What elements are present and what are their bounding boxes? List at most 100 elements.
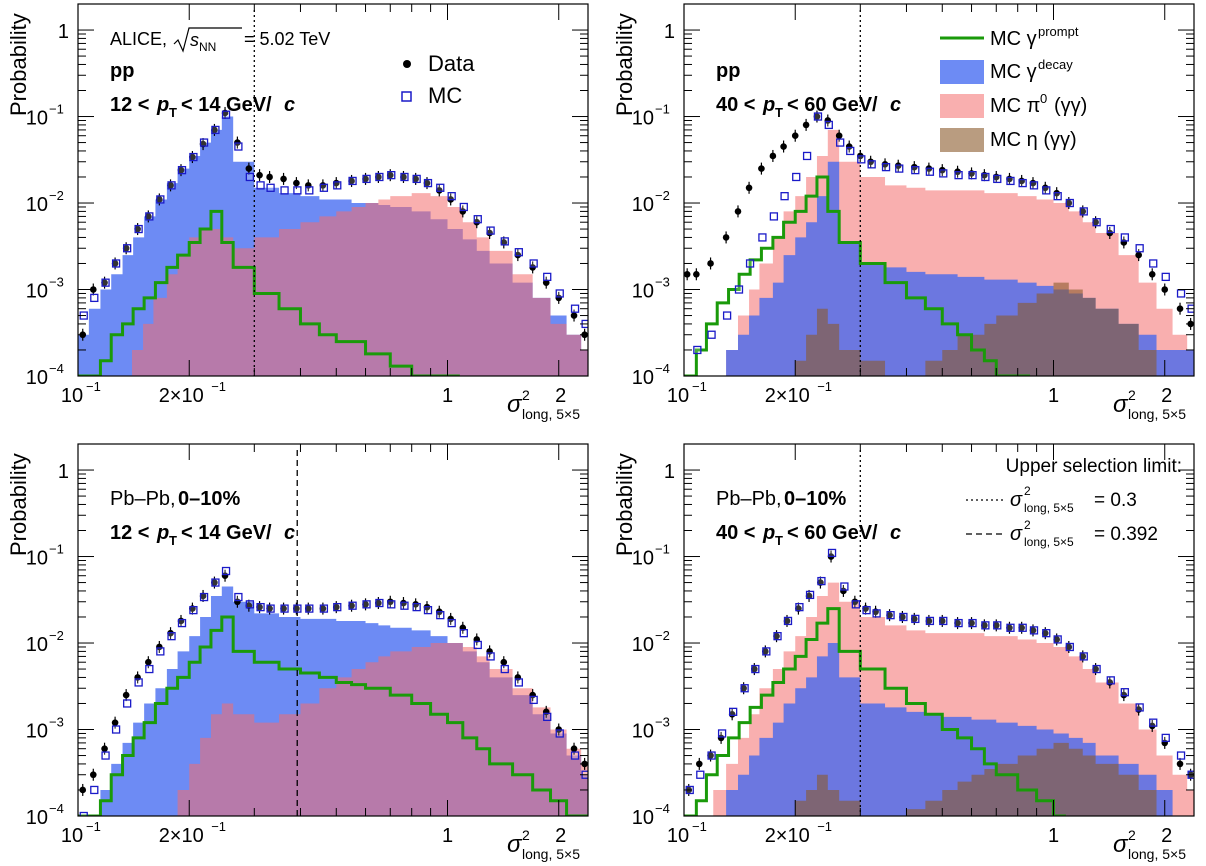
y-tick-label: 10 [632, 281, 654, 303]
plot-area [78, 10, 588, 376]
mc-point [1018, 178, 1027, 188]
legend-mc-marker [401, 91, 412, 102]
mc-point [199, 138, 209, 147]
plot-frame [683, 443, 1195, 817]
y-axis-title: Probability [6, 453, 31, 556]
x-tick-label: 1 [442, 825, 453, 847]
mc-gamma-prompt-line [78, 615, 588, 816]
y-tick-label: 1 [664, 461, 675, 483]
mc-point [993, 174, 1002, 184]
mc-point [729, 707, 738, 717]
pt-range-label: 12 < [110, 522, 149, 544]
x-axis-title-sub: long, 5×5 [522, 846, 580, 862]
plot-area [684, 450, 1194, 816]
mc-point [911, 614, 920, 624]
mc-point [555, 729, 564, 738]
y-tick-exponent: −1 [49, 542, 64, 557]
data-point [570, 745, 578, 752]
x-axis-title-sup: 2 [1128, 387, 1136, 403]
mc-point [293, 186, 302, 195]
y-tick-exponent: −2 [655, 628, 670, 643]
mc-point [840, 582, 849, 591]
x-tick-label: 2 [555, 825, 566, 847]
data-point [981, 622, 988, 629]
pt-subscript: T [169, 105, 177, 120]
data-point [734, 208, 742, 215]
legend-sigma-sup: 2 [1024, 484, 1031, 498]
mc-point [895, 164, 904, 173]
mc-point [245, 172, 255, 182]
data-point [256, 603, 263, 611]
mc-point [167, 632, 176, 641]
legend-pi0-decay: (γγ) [1054, 95, 1087, 117]
x-tick-exponent: −1 [86, 379, 101, 394]
mc-eta-hist-2 [787, 282, 1169, 376]
mc-point [1135, 703, 1144, 712]
mc-point [177, 618, 187, 628]
mc-point [795, 602, 804, 612]
system-label: pp [716, 60, 740, 82]
mc-point [234, 142, 243, 151]
data-point [851, 598, 859, 606]
collaboration-label: ALICE, [110, 29, 167, 49]
mc-point [234, 592, 243, 602]
mc-point [1149, 718, 1158, 727]
mc-point [167, 181, 176, 190]
mc-point [981, 621, 990, 630]
mc-point [256, 181, 265, 190]
data-point [717, 734, 725, 742]
mc-point [857, 155, 866, 164]
mc-point [780, 192, 789, 201]
x-tick-label: 2×10 [765, 825, 810, 847]
x-tick-exponent: −1 [211, 819, 226, 834]
x-tick-label: 1 [1048, 825, 1059, 847]
data-point [1041, 629, 1049, 637]
y-tick-label: 10 [26, 634, 48, 656]
y-tick-label: 1 [58, 461, 69, 483]
mc-point [707, 330, 716, 339]
legend-prompt-label: MC γ [990, 28, 1037, 50]
data-point [245, 165, 253, 172]
pt-range-label: 40 < [716, 522, 755, 544]
x-tick-exponent: −1 [86, 819, 101, 834]
mc-point [293, 604, 302, 613]
data-point [824, 117, 832, 124]
data-point [319, 605, 327, 612]
mc-point [824, 120, 833, 130]
mc-point [805, 590, 815, 600]
mc-point [867, 160, 876, 169]
data-point [1161, 286, 1169, 293]
legend-prompt-sup: prompt [1038, 24, 1079, 39]
mc-point [221, 110, 231, 119]
x-axis-title-sup: 2 [522, 827, 530, 843]
data-point [145, 658, 152, 666]
mc-point [1029, 181, 1039, 190]
y-tick-label: 10 [26, 194, 48, 216]
x-tick-label: 10 [667, 825, 689, 847]
data-point [122, 244, 130, 252]
mc-point [486, 652, 495, 661]
legend-decay-label: MC γ [990, 61, 1037, 83]
legend-mc-label: MC [428, 83, 462, 108]
y-tick-exponent: −3 [655, 275, 670, 290]
mc-pi0-hist-1 [131, 193, 588, 376]
data-point [189, 153, 196, 161]
data-point [348, 177, 355, 185]
x-tick-label: 1 [442, 385, 453, 407]
mc-point [256, 602, 265, 612]
mc-point [436, 610, 445, 620]
mc-point [881, 162, 891, 172]
mc-point [145, 664, 154, 674]
data-point [435, 187, 443, 194]
mc-point [954, 170, 963, 180]
data-point [211, 126, 218, 134]
mc-point [400, 172, 409, 182]
x-tick-label: 2 [555, 385, 566, 407]
mc-point [529, 259, 538, 268]
mc-point [199, 592, 209, 602]
mc-point [1065, 198, 1074, 208]
pt-unit-c: c [890, 522, 901, 544]
mc-point [375, 172, 384, 182]
